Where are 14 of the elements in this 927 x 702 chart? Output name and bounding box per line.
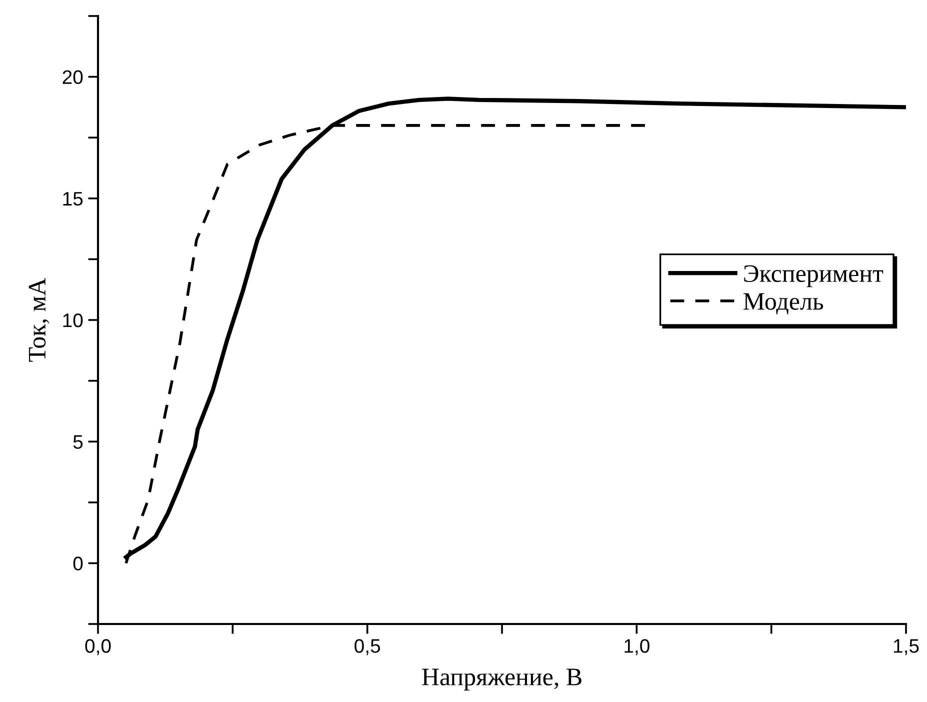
x-axis-title: Напряжение, В [422, 668, 582, 690]
x-tick-label: 1,0 [624, 639, 650, 656]
y-tick-label: 0 [73, 556, 83, 570]
y-tick-label: 5 [73, 435, 83, 449]
x-tick-label: 0,5 [354, 639, 380, 656]
line-series [124, 96, 906, 560]
x-tick-label: 0,0 [85, 639, 111, 656]
y-tick-label: 10 [63, 313, 83, 328]
y-tick-label: 15 [63, 192, 83, 206]
legend-label: Модель [744, 293, 824, 314]
y-tick-label: 20 [62, 70, 83, 84]
y-axis-title: Ток, мА [28, 278, 50, 362]
legend-label: Эксперимент [744, 265, 884, 288]
x-tick-label: 1,5 [894, 639, 919, 656]
